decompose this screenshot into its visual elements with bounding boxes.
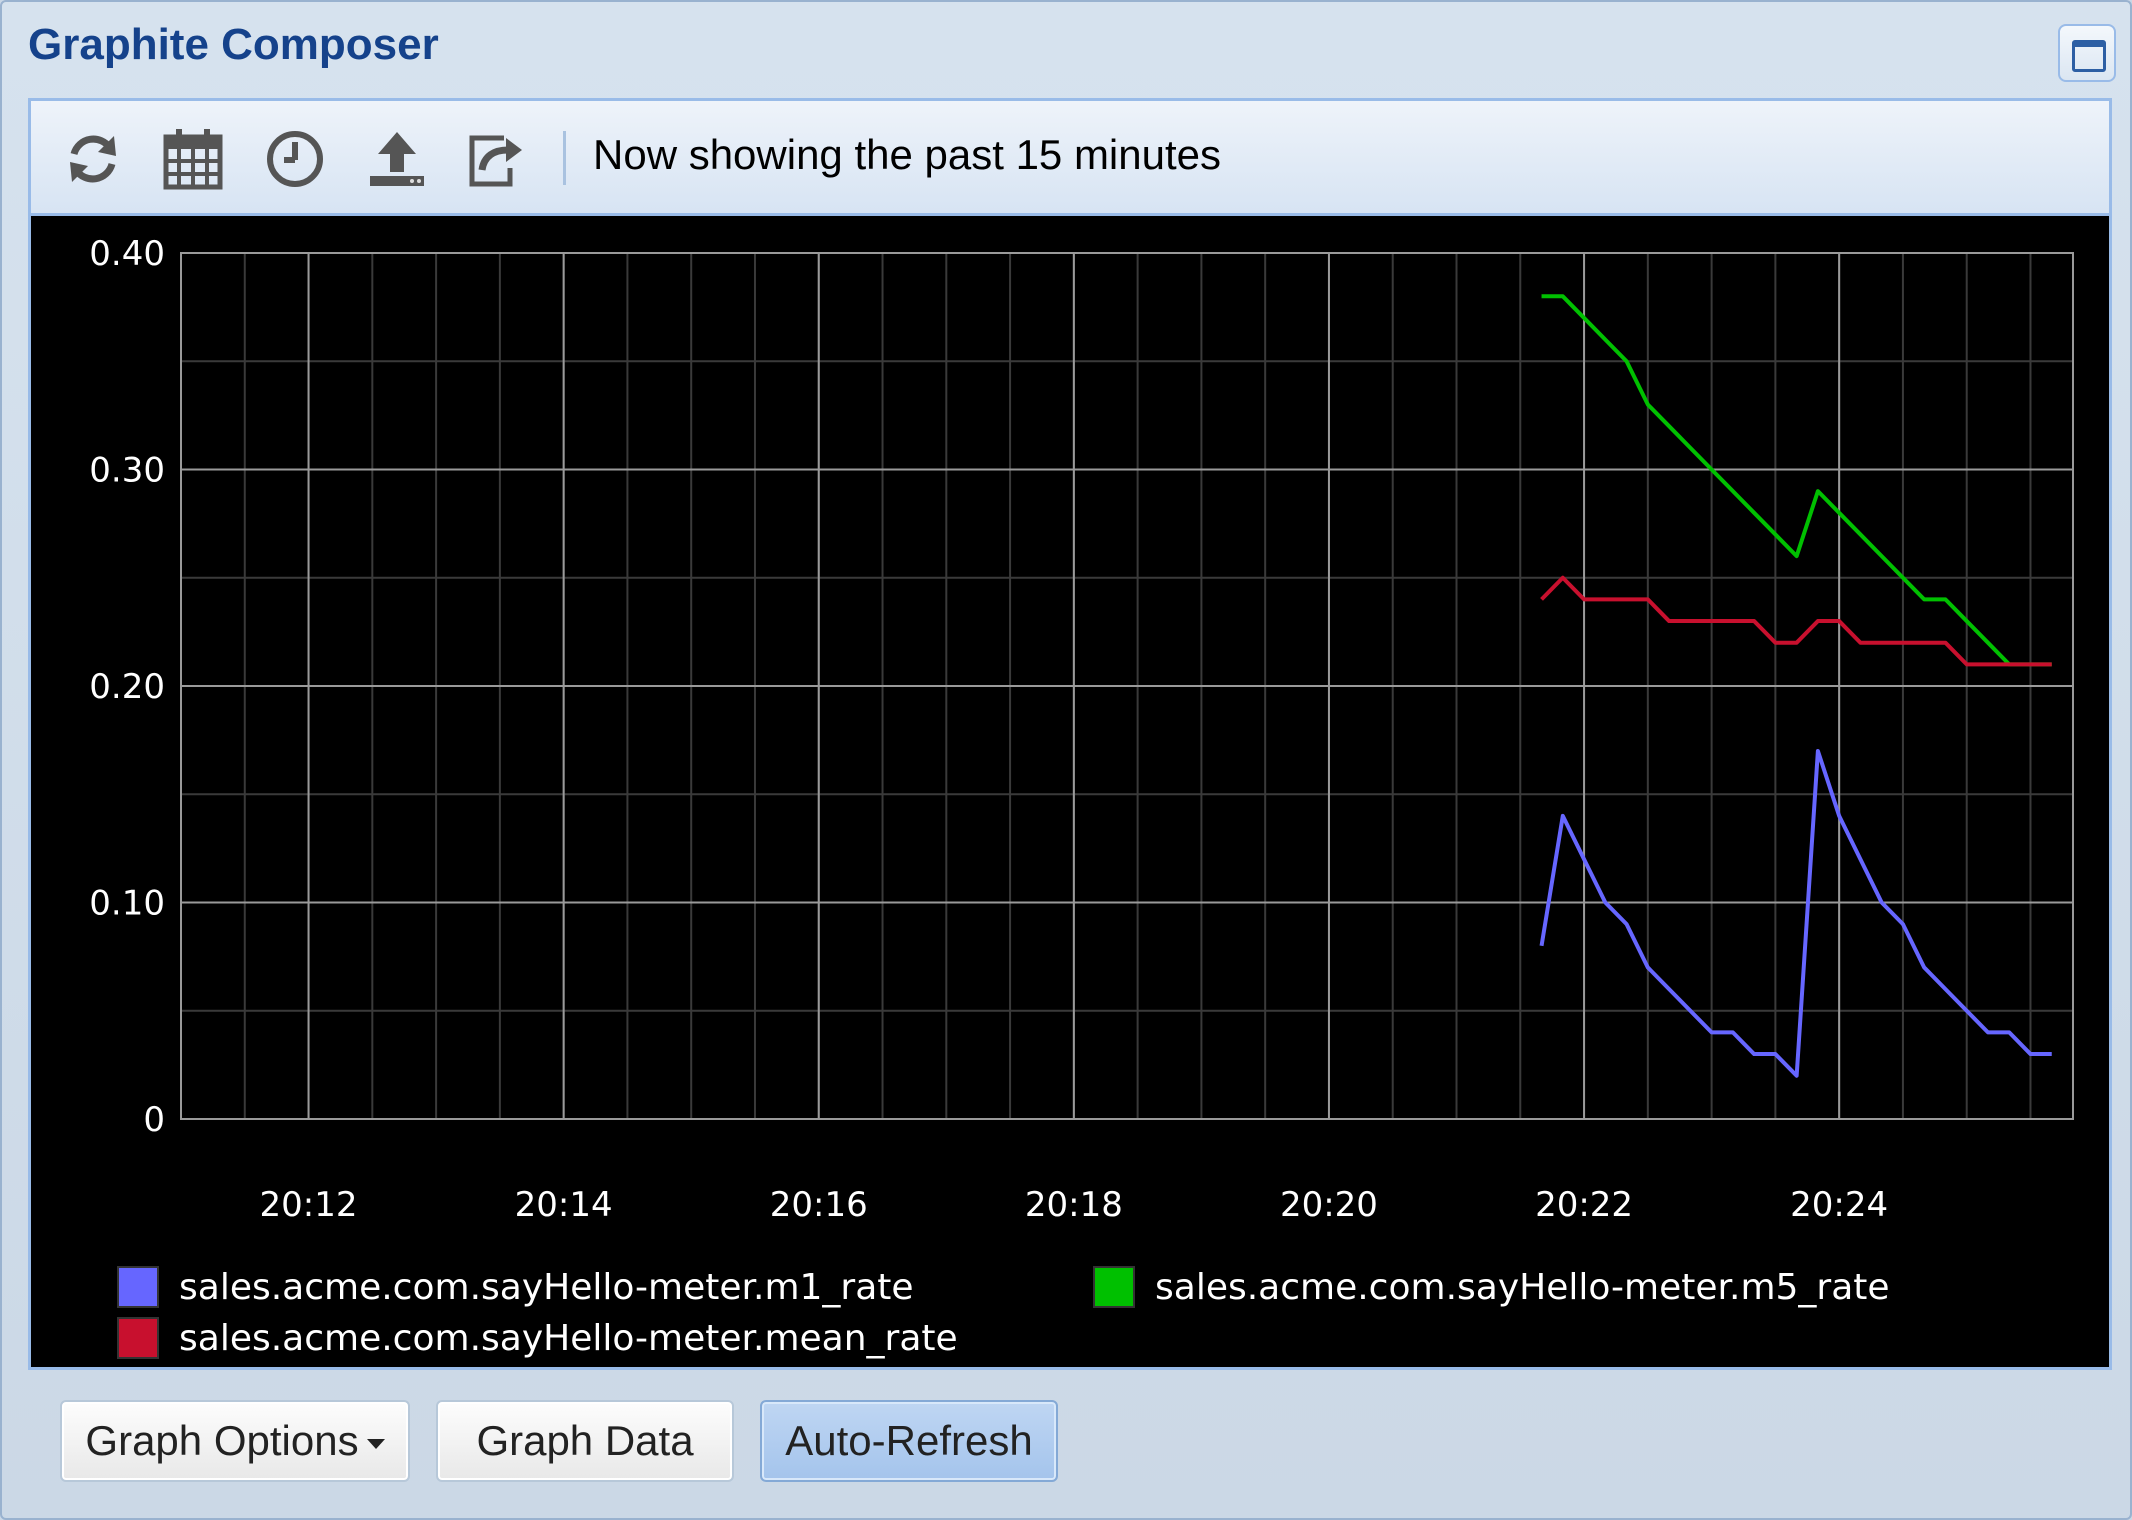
time-range-status: Now showing the past 15 minutes <box>593 131 1222 178</box>
refresh-icon[interactable] <box>57 123 129 195</box>
legend-swatch-mean <box>117 1317 159 1359</box>
legend-label-m1: sales.acme.com.sayHello-meter.m1_rate <box>179 1266 914 1308</box>
series-line-m1-rate <box>1539 748 2052 1078</box>
graph-panel: Now showing the past 15 minutes 0 0.10 0.2… <box>28 98 2112 1370</box>
plot-frame <box>180 252 2074 1120</box>
graph-chart: 0 0.10 0.20 0.30 0.40 20:12 20:14 20:16 20:18 20:… <box>31 216 2109 1367</box>
legend-label-m5: sales.acme.com.sayHello-meter.m5_rate <box>1155 1266 1890 1308</box>
y-tick-label: 0.10 <box>89 884 165 924</box>
graph-data-button[interactable]: Graph Data <box>436 1400 734 1482</box>
x-tick-label: 20:12 <box>260 1185 358 1225</box>
chevron-down-icon <box>366 1439 385 1449</box>
y-tick-label: 0 <box>143 1100 165 1140</box>
series-line-mean-rate <box>1540 575 2052 667</box>
x-tick-label: 20:22 <box>1535 1185 1633 1225</box>
auto-refresh-label: Auto-Refresh <box>785 1417 1033 1464</box>
line-chart: 0 0.10 0.20 0.30 0.40 20:12 20:14 20:16 20:18 20:… <box>89 234 2074 1225</box>
legend-swatch-m5 <box>1093 1266 1135 1308</box>
graph-toolbar: Now showing the past 15 minutes <box>31 101 2109 216</box>
y-tick-label: 0.20 <box>89 667 165 707</box>
legend-item-m5: sales.acme.com.sayHello-meter.m5_rate <box>1093 1266 1890 1308</box>
y-tick-label: 0.30 <box>89 451 165 491</box>
share-icon[interactable] <box>459 123 531 195</box>
maximize-icon[interactable] <box>2058 24 2116 82</box>
x-tick-label: 20:18 <box>1025 1185 1123 1225</box>
legend-label-mean: sales.acme.com.sayHello-meter.mean_rate <box>179 1317 958 1359</box>
x-tick-label: 20:14 <box>515 1185 613 1225</box>
calendar-icon[interactable] <box>157 123 229 195</box>
graph-options-button[interactable]: Graph Options <box>60 1400 410 1482</box>
x-tick-label: 20:24 <box>1790 1185 1888 1225</box>
series-line-m5-rate <box>1541 294 2052 667</box>
x-tick-label: 20:16 <box>770 1185 868 1225</box>
legend-item-mean: sales.acme.com.sayHello-meter.mean_rate <box>117 1317 958 1359</box>
legend-swatch-m1 <box>117 1266 159 1308</box>
graph-data-label: Graph Data <box>476 1417 694 1464</box>
x-tick-label: 20:20 <box>1280 1185 1378 1225</box>
upload-icon[interactable] <box>361 123 433 195</box>
graph-options-label: Graph Options <box>85 1417 359 1464</box>
y-tick-label: 0.40 <box>89 234 165 274</box>
legend-item-m1: sales.acme.com.sayHello-meter.m1_rate <box>117 1266 914 1308</box>
clock-icon[interactable] <box>259 123 331 195</box>
toolbar-separator <box>563 131 566 185</box>
auto-refresh-button[interactable]: Auto-Refresh <box>760 1400 1058 1482</box>
window-title: Graphite Composer <box>28 20 439 69</box>
